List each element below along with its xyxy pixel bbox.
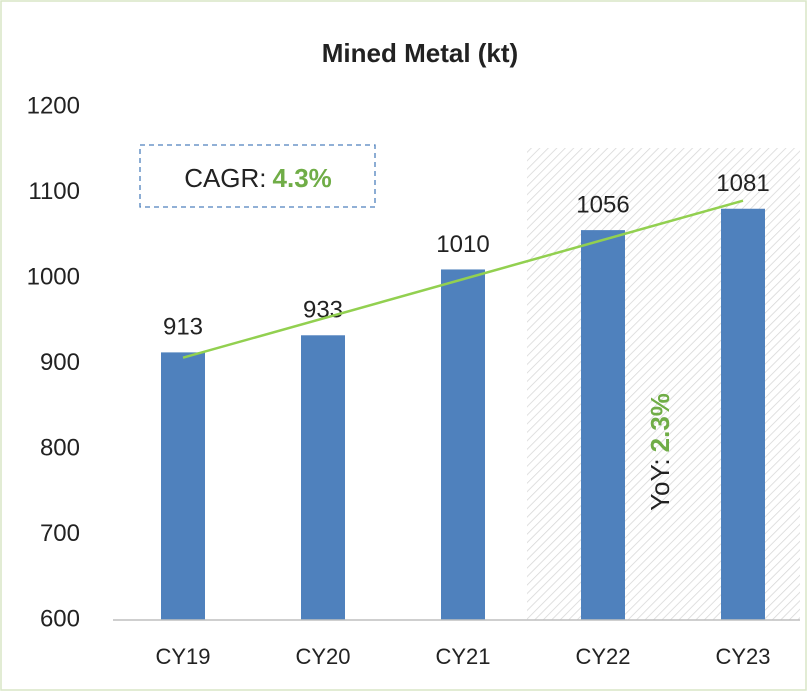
chart-title: Mined Metal (kt) (322, 38, 518, 68)
data-label: 1081 (716, 170, 769, 197)
y-tick-label: 800 (40, 434, 80, 461)
y-tick-label: 1100 (28, 178, 80, 205)
yoy-value: 2.3% (645, 393, 675, 452)
trend-line (182, 199, 744, 359)
x-tick-label: CY19 (155, 644, 210, 669)
cagr-value: 4.3% (273, 163, 332, 193)
x-tick-label: CY22 (575, 644, 630, 669)
yoy-label: YoY: (645, 458, 675, 511)
x-tick-label: CY20 (295, 644, 350, 669)
y-tick-label: 900 (40, 349, 80, 376)
cagr-annotation: CAGR: 4.3% (184, 163, 332, 193)
data-label: 913 (163, 314, 203, 341)
bar (441, 269, 485, 620)
yoy-annotation: YoY: 2.3% (645, 393, 675, 511)
data-label: 1056 (576, 191, 629, 218)
x-tick-label: CY21 (435, 644, 490, 669)
data-label: 1010 (436, 231, 489, 258)
cagr-label: CAGR: (184, 163, 266, 193)
y-tick-label: 1000 (27, 263, 80, 290)
bar (721, 208, 765, 620)
bar (301, 335, 345, 620)
x-tick-label: CY23 (715, 644, 770, 669)
bar (581, 230, 625, 620)
y-tick-label: 600 (40, 605, 80, 632)
cagr-box (139, 144, 376, 208)
y-tick-label: 1200 (27, 92, 80, 119)
y-tick-label: 700 (40, 520, 80, 547)
bar (161, 352, 205, 620)
